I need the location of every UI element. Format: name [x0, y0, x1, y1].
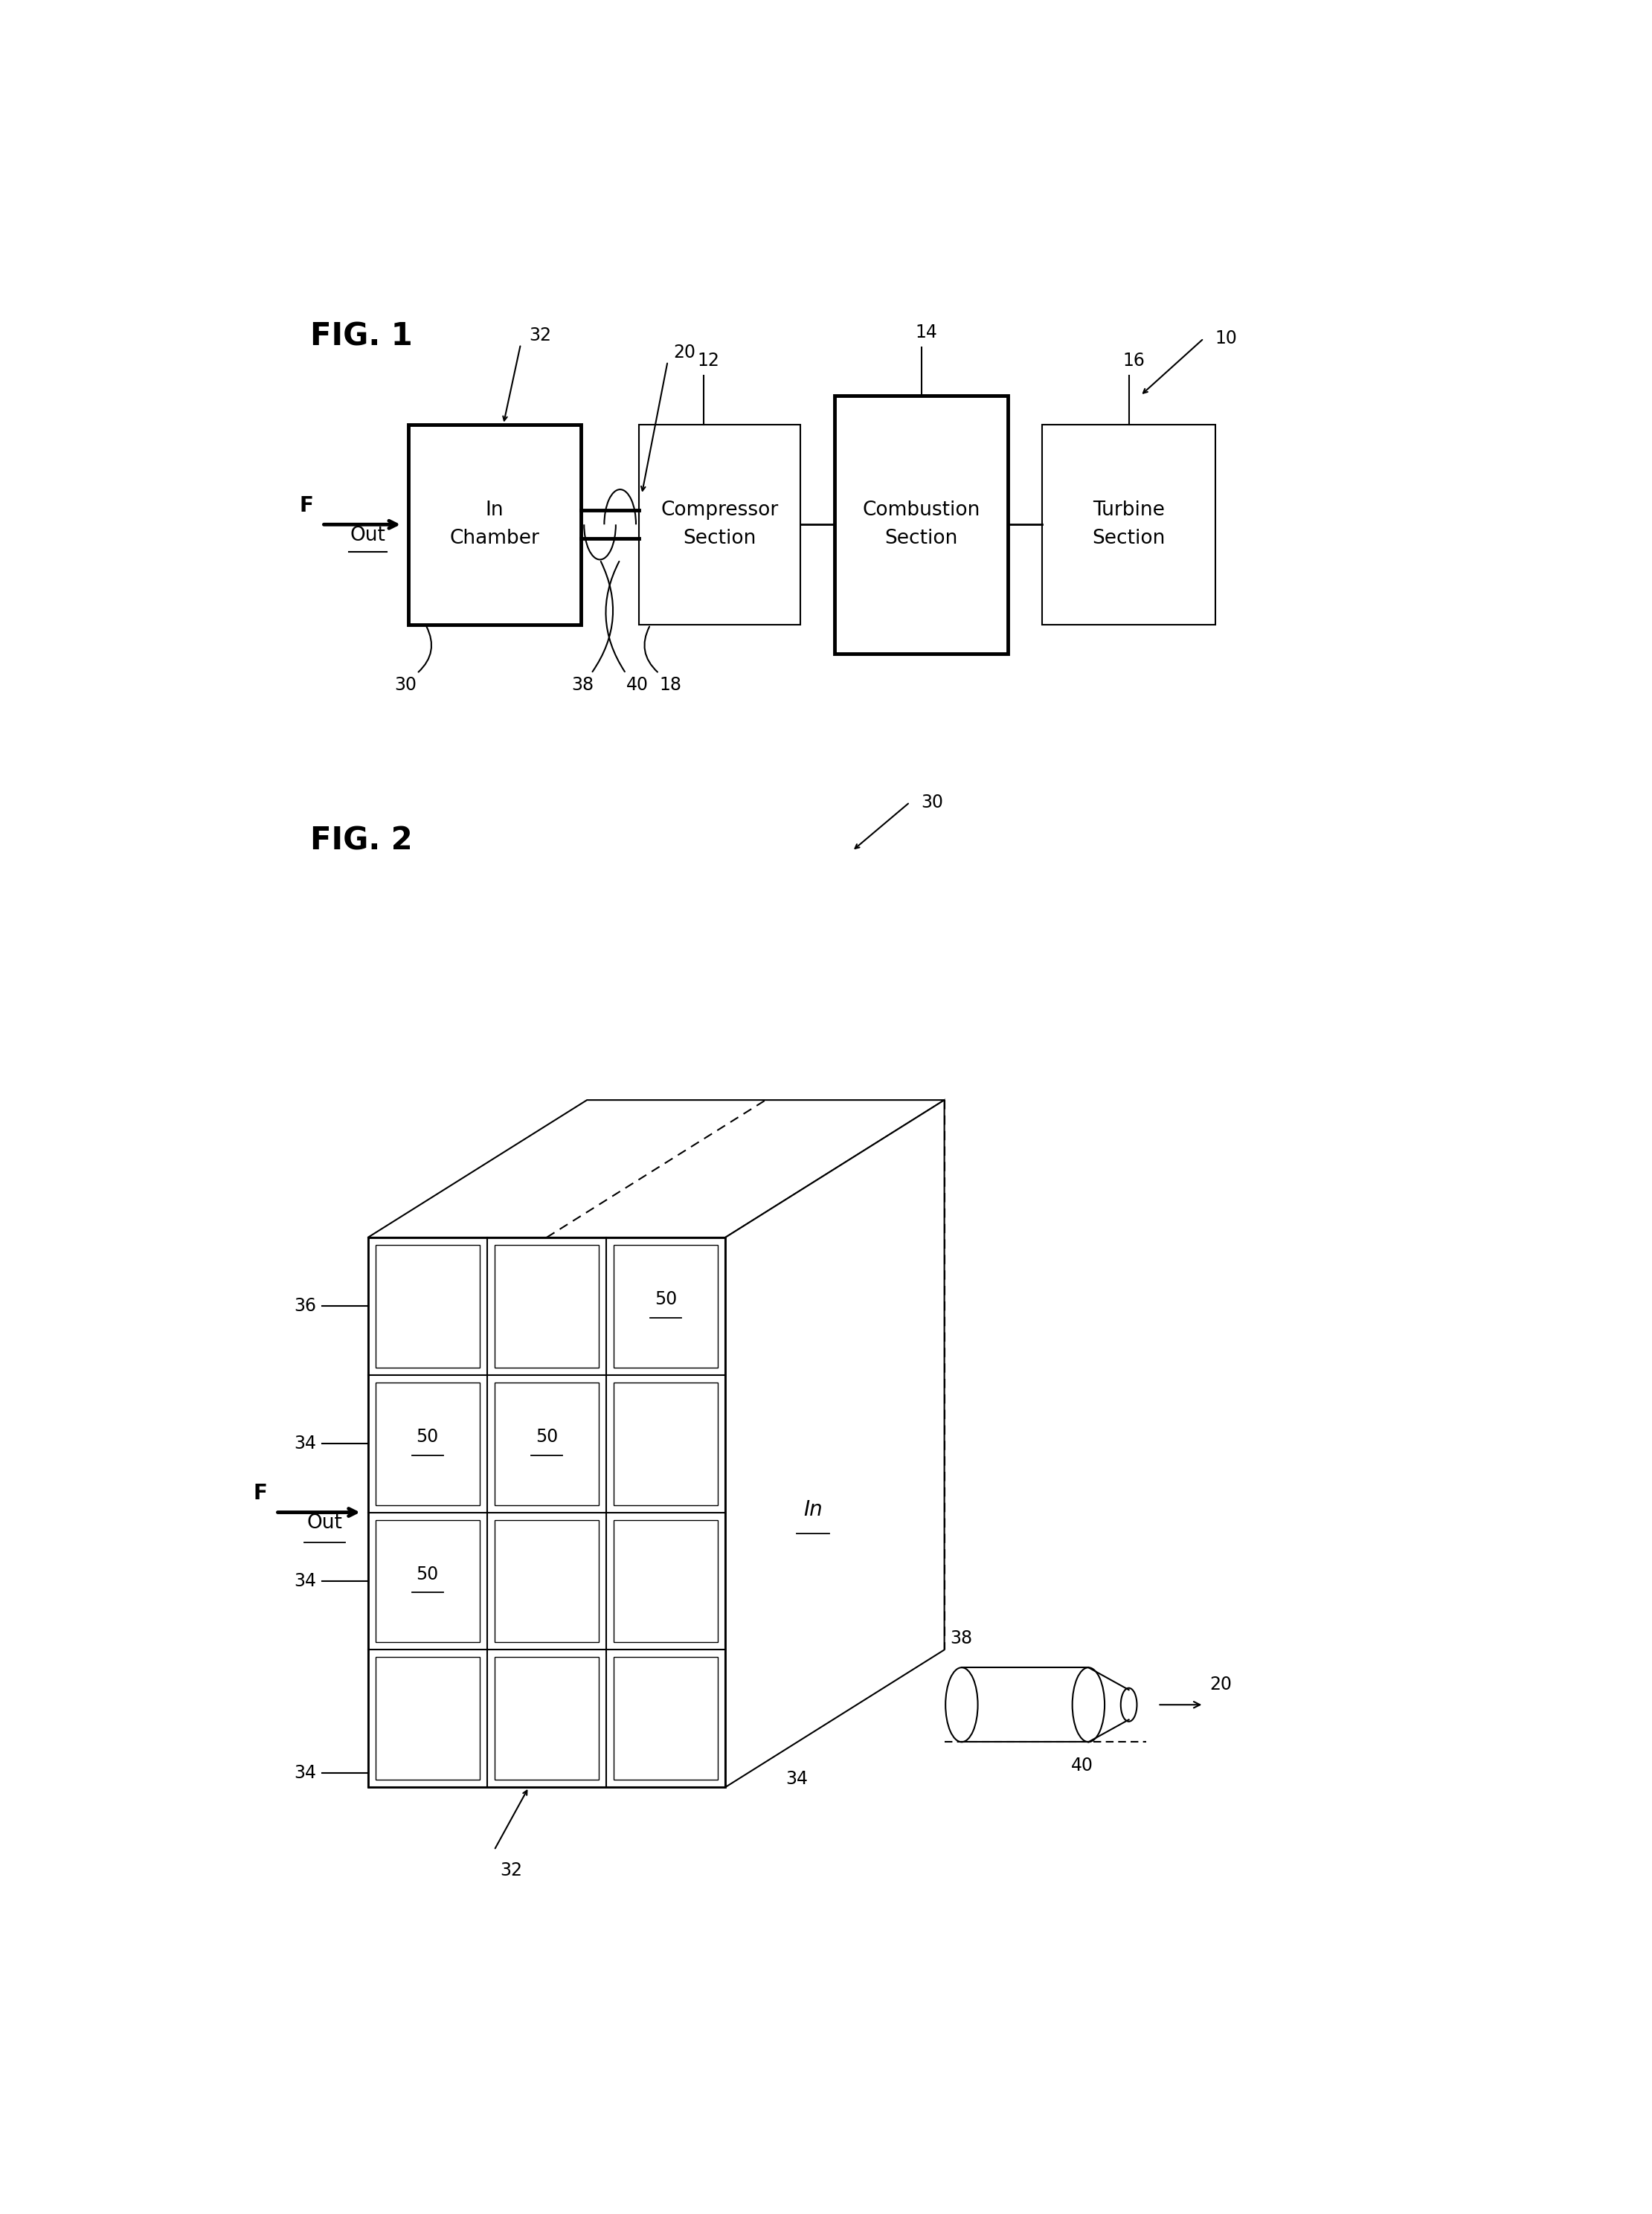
Text: Combustion
Section: Combustion Section	[862, 500, 980, 549]
Polygon shape	[375, 1519, 479, 1643]
Text: 32: 32	[501, 1862, 522, 1880]
Text: 16: 16	[1123, 352, 1145, 370]
Text: 36: 36	[294, 1297, 316, 1315]
Text: 38: 38	[950, 1630, 973, 1647]
Polygon shape	[368, 1238, 725, 1787]
Text: Compressor
Section: Compressor Section	[661, 500, 778, 549]
Polygon shape	[613, 1519, 719, 1643]
Text: 38: 38	[572, 675, 593, 695]
Polygon shape	[494, 1658, 598, 1780]
Text: 50: 50	[416, 1428, 439, 1446]
Polygon shape	[368, 1100, 945, 1238]
Text: FIG. 2: FIG. 2	[311, 826, 413, 857]
Text: FIG. 1: FIG. 1	[311, 321, 413, 352]
Ellipse shape	[1072, 1667, 1105, 1742]
Ellipse shape	[945, 1667, 978, 1742]
Text: In: In	[803, 1499, 823, 1521]
Bar	[639, 425, 800, 624]
Text: F: F	[299, 496, 314, 516]
Text: 14: 14	[915, 323, 938, 341]
Polygon shape	[494, 1519, 598, 1643]
Text: Turbine
Section: Turbine Section	[1092, 500, 1165, 549]
Polygon shape	[375, 1382, 479, 1506]
Polygon shape	[613, 1658, 719, 1780]
Ellipse shape	[1120, 1687, 1137, 1722]
Text: 34: 34	[294, 1435, 316, 1452]
Text: 20: 20	[674, 343, 695, 361]
Polygon shape	[725, 1100, 945, 1787]
Bar	[1042, 425, 1216, 624]
Text: 40: 40	[1070, 1756, 1094, 1773]
Text: In
Chamber: In Chamber	[449, 500, 540, 549]
Polygon shape	[494, 1382, 598, 1506]
Text: 12: 12	[697, 352, 720, 370]
Text: F: F	[253, 1483, 268, 1503]
Polygon shape	[375, 1244, 479, 1368]
Text: Out: Out	[307, 1514, 342, 1532]
Text: 34: 34	[294, 1765, 316, 1782]
Text: 18: 18	[659, 675, 682, 695]
Text: 20: 20	[1209, 1676, 1232, 1694]
Text: 50: 50	[654, 1291, 677, 1308]
Text: 40: 40	[626, 675, 649, 695]
Polygon shape	[375, 1658, 479, 1780]
Bar	[834, 396, 1008, 653]
Bar	[408, 425, 582, 624]
Text: Out: Out	[350, 525, 385, 545]
Text: 32: 32	[529, 328, 552, 345]
Text: 10: 10	[1216, 330, 1237, 348]
Text: 30: 30	[922, 793, 943, 813]
Text: 50: 50	[416, 1565, 439, 1583]
Polygon shape	[613, 1244, 719, 1368]
Polygon shape	[613, 1382, 719, 1506]
Text: 34: 34	[786, 1769, 808, 1789]
Polygon shape	[494, 1244, 598, 1368]
Text: 30: 30	[395, 675, 416, 695]
Text: 50: 50	[535, 1428, 558, 1446]
Text: 34: 34	[294, 1572, 316, 1590]
